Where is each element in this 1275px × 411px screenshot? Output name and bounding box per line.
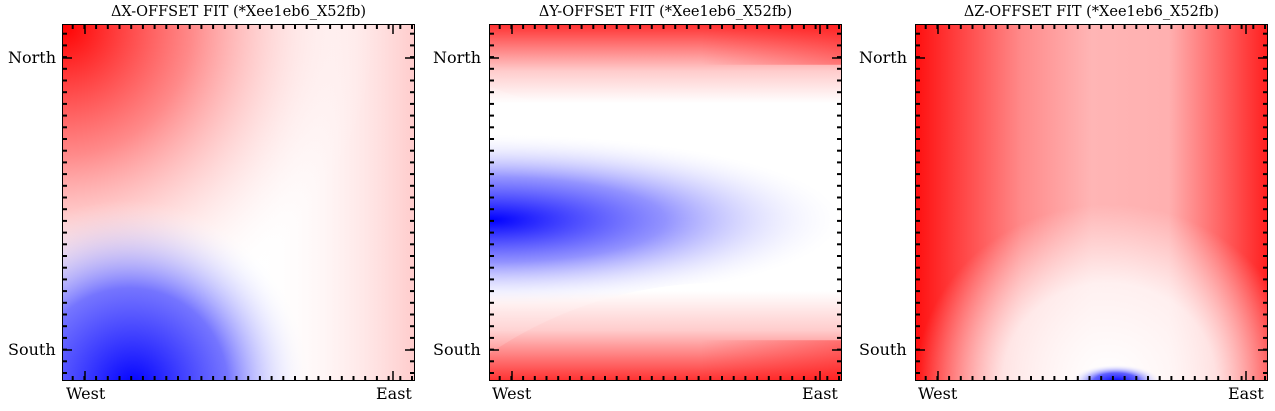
x-tick-label-west: West: [66, 384, 106, 403]
y-tick-label-south: South: [433, 340, 481, 359]
tick-marks: [916, 25, 1267, 380]
chart-title: ΔY-OFFSET FIT (*Xee1eb6_X52fb): [538, 4, 793, 20]
x-tick-label-east: East: [802, 384, 838, 403]
x-tick-label-east: East: [1228, 384, 1264, 403]
x-tick-label-east: East: [376, 384, 412, 403]
chart-title: ΔZ-OFFSET FIT (*Xee1eb6_X52fb): [963, 4, 1220, 20]
plot-area: [489, 24, 842, 381]
heatmap-field: [63, 25, 414, 380]
heatmap-panel-dy: ΔY-OFFSET FIT (*Xee1eb6_X52fb): [426, 0, 846, 411]
tick-marks: [490, 25, 841, 380]
x-tick-label-west: West: [918, 384, 958, 403]
heatmap-panel-dx: ΔX-OFFSET FIT (*Xee1eb6_X52fb): [0, 0, 420, 411]
x-tick-label-west: West: [492, 384, 532, 403]
y-tick-label-north: North: [433, 48, 482, 67]
heatmap-field: [490, 25, 841, 380]
y-tick-label-south: South: [8, 340, 56, 359]
plot-area: [915, 24, 1268, 381]
plot-area: [62, 24, 415, 381]
heatmap-panel-dz: ΔZ-OFFSET FIT (*Xee1eb6_X52fb): [852, 0, 1272, 411]
heatmap-field: [916, 25, 1267, 380]
y-tick-label-north: North: [8, 48, 57, 67]
tick-marks: [63, 25, 414, 380]
chart-title: ΔX-OFFSET FIT (*Xee1eb6_X52fb): [110, 4, 367, 20]
y-tick-label-north: North: [859, 48, 908, 67]
y-tick-label-south: South: [859, 340, 907, 359]
